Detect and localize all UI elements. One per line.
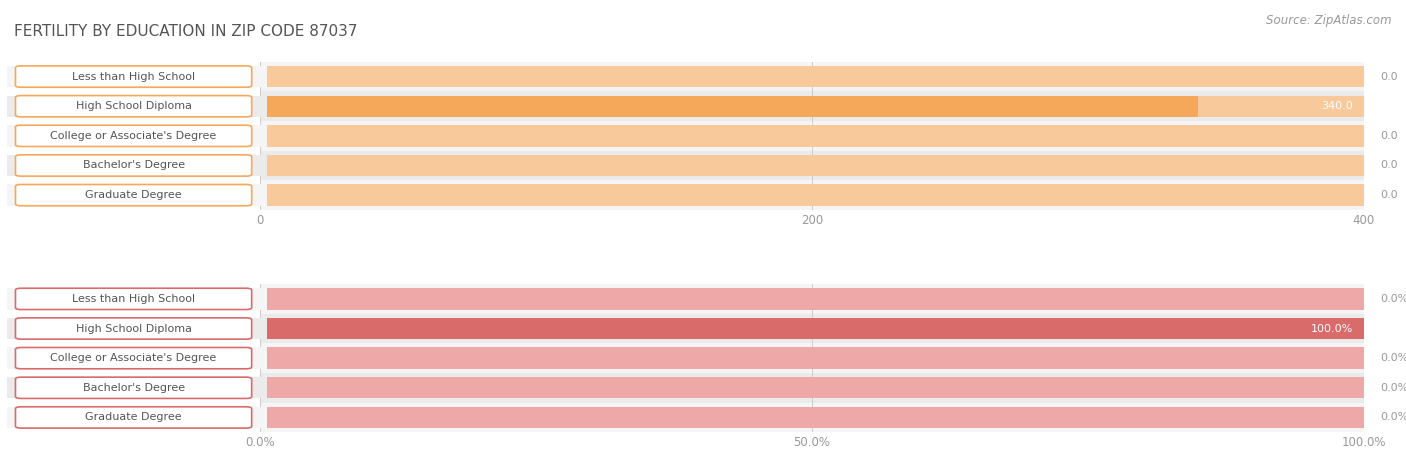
Text: College or Associate's Degree: College or Associate's Degree	[51, 353, 217, 363]
Text: 0.0%: 0.0%	[1381, 353, 1406, 363]
Text: Less than High School: Less than High School	[72, 294, 195, 304]
Text: 0.0: 0.0	[1381, 131, 1398, 141]
Text: Less than High School: Less than High School	[72, 72, 195, 82]
Text: 0.0%: 0.0%	[1381, 412, 1406, 422]
Bar	[260, 62, 1364, 91]
Text: FERTILITY BY EDUCATION IN ZIP CODE 87037: FERTILITY BY EDUCATION IN ZIP CODE 87037	[14, 24, 357, 39]
Bar	[260, 66, 1364, 87]
Text: 0.0%: 0.0%	[1381, 383, 1406, 393]
Text: Bachelor's Degree: Bachelor's Degree	[83, 161, 184, 171]
Bar	[260, 348, 1364, 369]
Bar	[260, 314, 1364, 343]
Text: High School Diploma: High School Diploma	[76, 101, 191, 111]
Text: 100.0%: 100.0%	[1310, 323, 1353, 333]
Text: Bachelor's Degree: Bachelor's Degree	[83, 383, 184, 393]
Text: 0.0: 0.0	[1381, 161, 1398, 171]
Bar	[260, 95, 1198, 117]
Bar	[260, 125, 1364, 146]
Bar	[260, 151, 1364, 180]
Bar	[260, 121, 1364, 151]
Bar	[260, 377, 1364, 399]
Text: 0.0: 0.0	[1381, 190, 1398, 200]
Text: 340.0: 340.0	[1322, 101, 1353, 111]
Bar	[260, 373, 1364, 403]
Bar	[260, 155, 1364, 176]
Bar	[260, 318, 1364, 339]
Text: 0.0%: 0.0%	[1381, 294, 1406, 304]
Bar	[260, 180, 1364, 210]
Text: College or Associate's Degree: College or Associate's Degree	[51, 131, 217, 141]
Bar	[260, 403, 1364, 432]
Text: High School Diploma: High School Diploma	[76, 323, 191, 333]
Bar	[260, 184, 1364, 206]
Bar	[260, 407, 1364, 428]
Text: Source: ZipAtlas.com: Source: ZipAtlas.com	[1267, 14, 1392, 27]
Text: 0.0: 0.0	[1381, 72, 1398, 82]
Bar	[260, 343, 1364, 373]
Text: Graduate Degree: Graduate Degree	[86, 190, 181, 200]
Bar	[260, 91, 1364, 121]
Bar	[260, 288, 1364, 310]
Bar	[260, 95, 1364, 117]
Bar	[260, 318, 1364, 339]
Text: Graduate Degree: Graduate Degree	[86, 412, 181, 422]
Bar	[260, 284, 1364, 314]
